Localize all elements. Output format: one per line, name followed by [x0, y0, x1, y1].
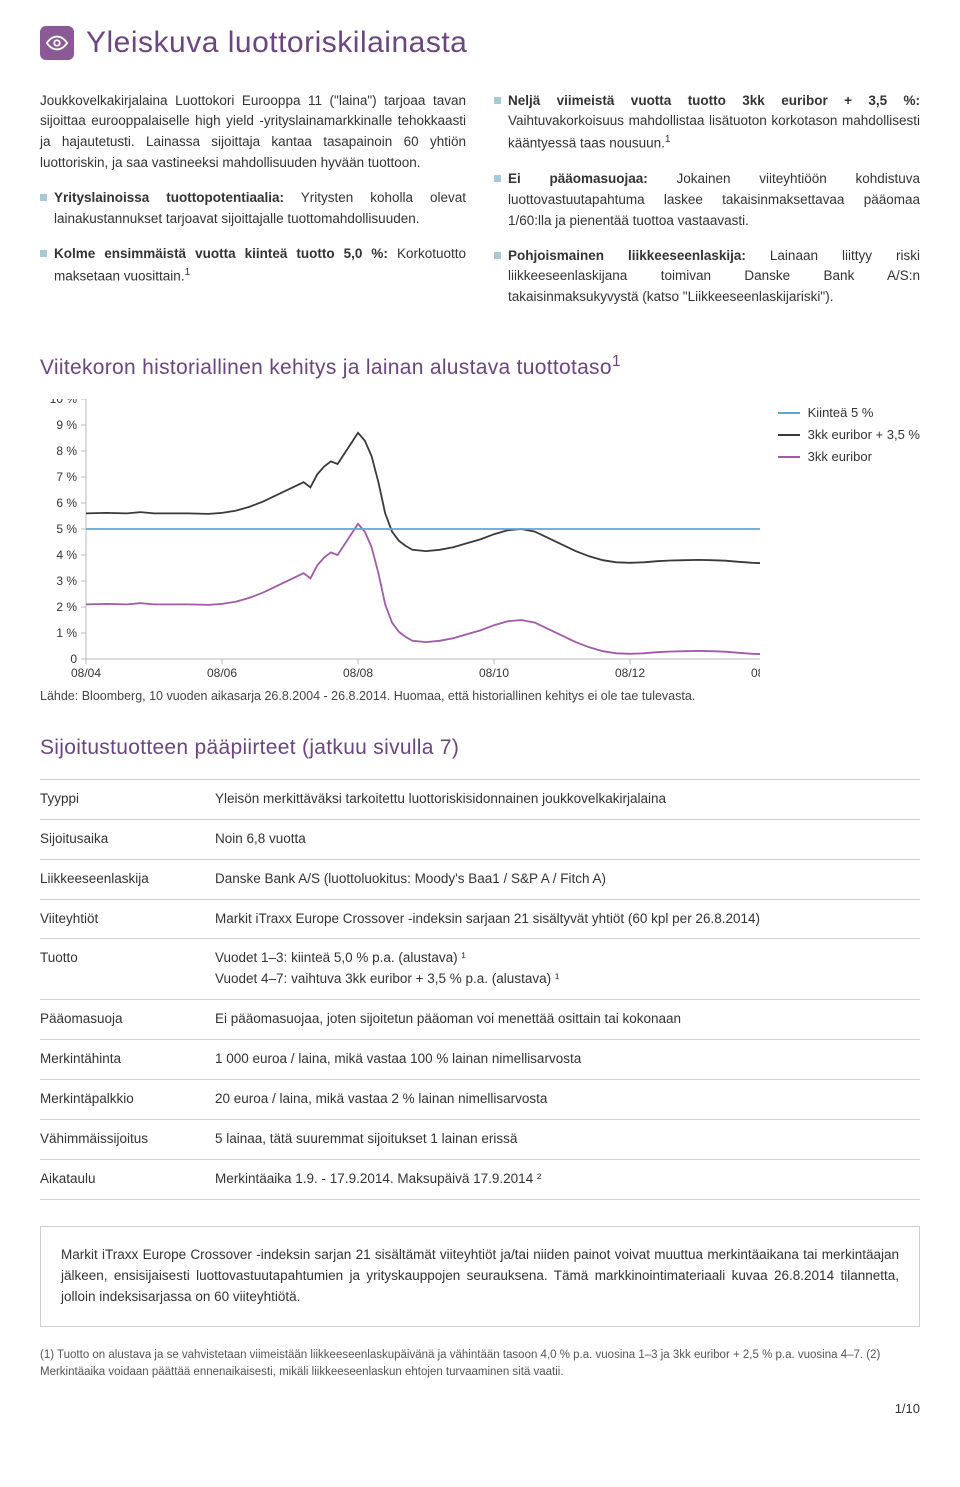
bullet-bold: Pohjoismainen liikkeeseenlaskija: [508, 248, 746, 263]
bullet-bold: Ei pääomasuojaa: [508, 171, 648, 186]
feature-row: LiikkeeseenlaskijaDanske Bank A/S (luott… [40, 859, 920, 899]
bullet-item: Pohjoismainen liikkeeseenlaskija: Lainaa… [494, 246, 920, 309]
features-table: TyyppiYleisön merkittäväksi tarkoitettu … [40, 779, 920, 1200]
feature-row: Vähimmäissijoitus5 lainaa, tätä suuremma… [40, 1120, 920, 1160]
svg-text:08/08: 08/08 [343, 666, 373, 680]
svg-text:08/14: 08/14 [751, 666, 760, 680]
svg-text:4 %: 4 % [56, 548, 77, 562]
svg-text:1 %: 1 % [56, 626, 77, 640]
feature-value: Merkintäaika 1.9. - 17.9.2014. Maksupäiv… [215, 1159, 920, 1199]
svg-text:10 %: 10 % [50, 399, 78, 406]
feature-value: Ei pääomasuojaa, joten sijoitetun pääoma… [215, 1000, 920, 1040]
legend-label: Kiinteä 5 % [808, 403, 874, 423]
feature-value: Danske Bank A/S (luottoluokitus: Moody's… [215, 859, 920, 899]
bullet-bold: Yrityslainoissa tuottopotentiaalia: [54, 190, 284, 205]
chart-container: 10 % 9 % 8 % 7 % 6 % 5 % 4 % 3 % 2 % 1 % 008/04 08/… [40, 399, 920, 681]
line-chart: 10 % 9 % 8 % 7 % 6 % 5 % 4 % 3 % 2 % 1 % 008/04 08/… [40, 399, 760, 681]
bullet-item: Neljä viimeistä vuotta tuotto 3kk euribo… [494, 91, 920, 155]
feature-row: SijoitusaikaNoin 6,8 vuotta [40, 819, 920, 859]
feature-value: Vuodet 1–3: kiinteä 5,0 % p.a. (alustava… [215, 939, 920, 1000]
feature-row: Merkintäpalkkio20 euroa / laina, mikä va… [40, 1080, 920, 1120]
feature-row: PääomasuojaEi pääomasuojaa, joten sijoit… [40, 1000, 920, 1040]
page-number: 1/10 [40, 1399, 920, 1419]
chart-title: Viitekoron historiallinen kehitys ja lai… [40, 350, 920, 385]
feature-key: Aikataulu [40, 1159, 215, 1199]
svg-text:08/12: 08/12 [615, 666, 645, 680]
svg-text:0: 0 [70, 652, 77, 666]
legend-swatch [778, 412, 800, 414]
chart-legend: Kiinteä 5 %3kk euribor + 3,5 %3kk euribo… [778, 399, 920, 681]
feature-row: ViiteyhtiötMarkit iTraxx Europe Crossove… [40, 899, 920, 939]
svg-text:08/06: 08/06 [207, 666, 237, 680]
svg-text:3 %: 3 % [56, 574, 77, 588]
svg-text:7 %: 7 % [56, 470, 77, 484]
feature-key: Tuotto [40, 939, 215, 1000]
feature-row: Merkintähinta1 000 euroa / laina, mikä v… [40, 1040, 920, 1080]
legend-item: 3kk euribor [778, 447, 920, 467]
page-title: Yleiskuva luottoriskilainasta [86, 20, 467, 67]
feature-key: Merkintähinta [40, 1040, 215, 1080]
right-column: Neljä viimeistä vuotta tuotto 3kk euribo… [494, 91, 920, 323]
svg-text:6 %: 6 % [56, 496, 77, 510]
page-header: Yleiskuva luottoriskilainasta [40, 20, 920, 67]
intro-columns: Joukkovelkakirjalaina Luottokori Euroopp… [40, 91, 920, 323]
chart-source-note: Lähde: Bloomberg, 10 vuoden aikasarja 26… [40, 687, 920, 706]
feature-value: 20 euroa / laina, mikä vastaa 2 % lainan… [215, 1080, 920, 1120]
feature-key: Vähimmäissijoitus [40, 1120, 215, 1160]
bullet-item: Ei pääomasuojaa: Jokainen viiteyhtiöön k… [494, 169, 920, 232]
feature-key: Viiteyhtiöt [40, 899, 215, 939]
svg-text:2 %: 2 % [56, 600, 77, 614]
feature-row: TuottoVuodet 1–3: kiinteä 5,0 % p.a. (al… [40, 939, 920, 1000]
feature-value: Yleisön merkittäväksi tarkoitettu luotto… [215, 779, 920, 819]
feature-value: 5 lainaa, tätä suuremmat sijoitukset 1 l… [215, 1120, 920, 1160]
bullet-item: Yrityslainoissa tuottopotentiaalia: Yrit… [40, 188, 466, 230]
svg-text:9 %: 9 % [56, 418, 77, 432]
feature-key: Sijoitusaika [40, 819, 215, 859]
feature-key: Tyyppi [40, 779, 215, 819]
features-title: Sijoitustuotteen pääpiirteet (jatkuu siv… [40, 732, 920, 765]
svg-text:08/10: 08/10 [479, 666, 509, 680]
legend-swatch [778, 434, 800, 436]
disclaimer-box: Markit iTraxx Europe Crossover -indeksin… [40, 1226, 920, 1327]
eye-icon [40, 26, 74, 60]
feature-row: TyyppiYleisön merkittäväksi tarkoitettu … [40, 779, 920, 819]
feature-value: 1 000 euroa / laina, mikä vastaa 100 % l… [215, 1040, 920, 1080]
feature-row: AikatauluMerkintäaika 1.9. - 17.9.2014. … [40, 1159, 920, 1199]
feature-value: Noin 6,8 vuotta [215, 819, 920, 859]
feature-value: Markit iTraxx Europe Crossover -indeksin… [215, 899, 920, 939]
legend-label: 3kk euribor + 3,5 % [808, 425, 920, 445]
footnotes: (1) Tuotto on alustava ja se vahvistetaa… [40, 1347, 920, 1382]
feature-key: Liikkeeseenlaskija [40, 859, 215, 899]
legend-item: 3kk euribor + 3,5 % [778, 425, 920, 445]
svg-text:8 %: 8 % [56, 444, 77, 458]
intro-paragraph: Joukkovelkakirjalaina Luottokori Euroopp… [40, 91, 466, 175]
feature-key: Pääomasuoja [40, 1000, 215, 1040]
bullet-bold: Kolme ensimmäistä vuotta kiinteä tuotto … [54, 246, 388, 261]
legend-item: Kiinteä 5 % [778, 403, 920, 423]
svg-text:5 %: 5 % [56, 522, 77, 536]
bullet-item: Kolme ensimmäistä vuotta kiinteä tuotto … [40, 244, 466, 287]
bullet-bold: Neljä viimeistä vuotta tuotto 3kk euribo… [508, 93, 920, 108]
legend-swatch [778, 456, 800, 458]
left-column: Joukkovelkakirjalaina Luottokori Euroopp… [40, 91, 466, 323]
bullet-text: Vaihtuvakorkoisuus mahdollistaa lisätuot… [508, 113, 920, 150]
legend-label: 3kk euribor [808, 447, 872, 467]
svg-text:08/04: 08/04 [71, 666, 101, 680]
feature-key: Merkintäpalkkio [40, 1080, 215, 1120]
